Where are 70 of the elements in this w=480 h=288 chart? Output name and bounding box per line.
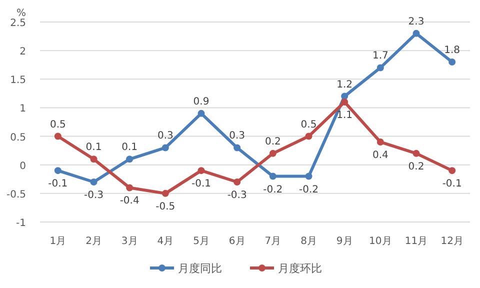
data-label: 1.1 — [336, 110, 353, 121]
point — [162, 190, 169, 197]
data-label: 0.5 — [50, 119, 66, 130]
x-tick-label: 3月 — [121, 236, 138, 247]
data-label: -0.2 — [298, 184, 319, 196]
data-label: -0.3 — [84, 190, 104, 201]
point — [305, 172, 312, 180]
x-tick-label: 6月 — [228, 236, 246, 247]
data-label: 1.2 — [336, 79, 353, 90]
point — [448, 167, 456, 174]
point — [376, 64, 384, 72]
data-label: 0.1 — [122, 142, 138, 154]
point — [126, 156, 134, 163]
data-label: 2.3 — [408, 16, 424, 28]
data-label: 1.8 — [444, 45, 460, 56]
y-tick-label: 2.5 — [10, 18, 26, 29]
y-tick-label: 2 — [20, 46, 26, 58]
data-label: -0.4 — [120, 196, 140, 207]
data-label: -0.1 — [442, 178, 462, 190]
point — [412, 150, 420, 157]
data-label: 0.3 — [229, 130, 246, 142]
data-label: -0.3 — [227, 190, 247, 201]
data-label: 1.7 — [372, 50, 388, 62]
point — [198, 167, 205, 174]
x-tick-label: 4月 — [157, 236, 174, 247]
point — [269, 172, 276, 180]
data-label: 0.4 — [372, 150, 388, 161]
data-label: 0.1 — [86, 142, 102, 154]
data-label: 0.5 — [300, 119, 317, 130]
point — [90, 156, 98, 163]
legend-label: 月度同比 — [178, 262, 222, 275]
data-label: -0.2 — [263, 184, 283, 196]
point — [341, 98, 348, 106]
x-tick-label: 10月 — [369, 236, 392, 247]
point — [448, 58, 456, 66]
point — [126, 184, 134, 192]
data-label: 0.2 — [264, 136, 281, 148]
x-tick-label: 12月 — [440, 236, 464, 247]
data-label: 0.9 — [193, 96, 210, 108]
point — [376, 138, 384, 146]
y-tick-label: 0.5 — [10, 132, 26, 144]
x-tick-label: 5月 — [193, 236, 210, 247]
x-tick-label: 1月 — [50, 236, 66, 247]
data-label: -0.1 — [191, 178, 212, 190]
data-label: 0.2 — [408, 161, 424, 172]
point — [198, 110, 205, 117]
point — [234, 178, 241, 186]
y-tick-label: 1.5 — [10, 75, 26, 86]
point — [54, 167, 62, 174]
x-tick-label: 2月 — [86, 236, 102, 247]
data-label: -0.1 — [48, 178, 68, 190]
data-label: 0.3 — [157, 130, 174, 142]
y-tick-label: -0.5 — [6, 189, 26, 200]
point — [412, 30, 420, 37]
y-axis-title: % — [16, 8, 26, 19]
point — [234, 144, 241, 152]
x-tick-label: 11月 — [404, 236, 428, 247]
x-tick-label: 7月 — [264, 236, 282, 247]
point — [305, 132, 312, 140]
point — [90, 178, 98, 186]
point — [54, 132, 62, 140]
point — [269, 150, 276, 157]
y-tick-label: -1 — [16, 218, 26, 229]
x-tick-label: 9月 — [336, 236, 353, 247]
y-tick-label: 1 — [20, 104, 26, 115]
y-tick-label: 0 — [20, 160, 26, 172]
point — [162, 144, 169, 152]
legend-label: 月度环比 — [278, 262, 322, 275]
x-tick-label: 8月 — [300, 236, 317, 247]
data-label: -0.5 — [156, 201, 176, 212]
